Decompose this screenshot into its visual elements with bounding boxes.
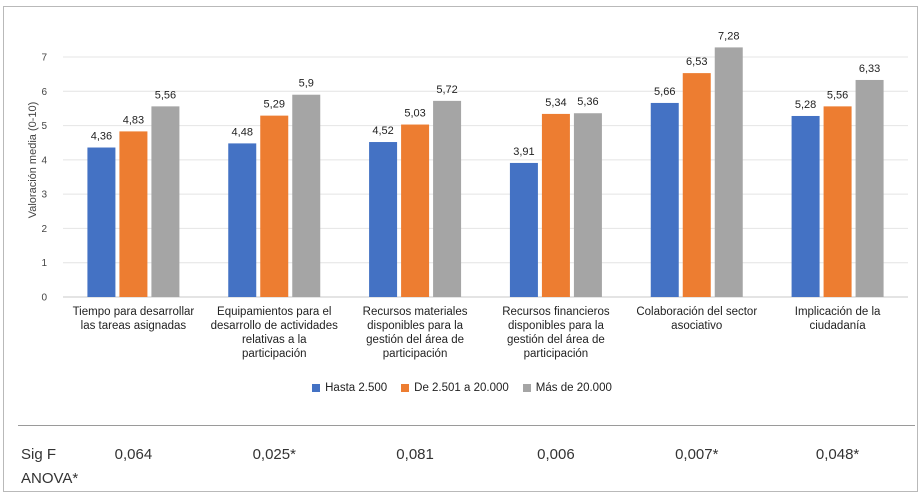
data-label: 5,9	[299, 78, 314, 90]
category-label-line: disponibles para la	[367, 320, 464, 332]
data-label: 5,56	[827, 89, 848, 101]
data-label: 4,83	[123, 114, 144, 126]
divider	[18, 425, 915, 426]
legend-item: Más de 20.000	[522, 382, 612, 394]
anova-value: 0,007*	[675, 446, 719, 463]
category-label: Recursos materiales disponibles para la ge…	[342, 305, 488, 361]
data-label: 5,28	[795, 99, 816, 111]
bar	[228, 143, 257, 297]
legend-swatch	[312, 384, 321, 392]
category-label: Colaboración del sector asociativo	[624, 305, 770, 333]
category-label: Tiempo para desarrollar las tareas asigna…	[60, 305, 206, 333]
bar	[433, 100, 462, 297]
category-label-line: asociativo	[671, 320, 723, 332]
bar	[541, 113, 570, 298]
legend-label: Hasta 2.500	[325, 382, 388, 394]
category-label-line: participación	[382, 348, 448, 360]
y-tick-label: 5	[41, 121, 47, 132]
bar	[573, 113, 602, 297]
category-label-line: Equipamientos para el	[217, 306, 332, 318]
data-label: 5,72	[436, 84, 457, 96]
category-label-line: ciudadanía	[809, 320, 866, 332]
data-label: 4,52	[372, 125, 393, 137]
anova-value: 0,081	[396, 446, 434, 463]
data-label: 6,53	[686, 56, 707, 68]
category-label-line: disponibles para la	[507, 320, 604, 332]
bar	[509, 162, 538, 297]
legend-label: Más de 20.000	[535, 382, 612, 394]
legend-item: De 2.501 a 20.000	[401, 382, 509, 394]
category-label-line: relativas a la	[241, 334, 307, 346]
data-label: 5,34	[545, 97, 566, 109]
bar	[714, 47, 743, 298]
bar	[151, 106, 180, 297]
bar	[823, 106, 852, 297]
bar	[855, 79, 884, 297]
legend-swatch	[522, 384, 531, 392]
data-label: 5,56	[155, 89, 176, 101]
category-label-line: participación	[241, 348, 307, 360]
anova-value: 0,064	[114, 446, 153, 463]
bar	[401, 124, 430, 298]
bar	[119, 131, 148, 297]
data-label: 5,29	[264, 99, 285, 111]
data-label: 5,66	[654, 86, 675, 98]
y-tick-label: 2	[41, 224, 47, 235]
y-tick-label: 3	[41, 190, 47, 201]
bar-chart: 0 1 2 3 4 5 6 7 4,36 4,83 5,56 4,48 5,29 5,9 4,52 5,03 5…	[27, 30, 908, 304]
y-axis-title: Valoración media (0-10)	[27, 102, 39, 219]
y-tick-label: 4	[41, 155, 47, 166]
category-label-line: Recursos financieros	[502, 306, 610, 318]
data-label: 4,48	[232, 126, 253, 138]
category-label-line: desarrollo de actividades	[210, 320, 338, 332]
anova-label-anova: ANOVA*	[21, 470, 79, 487]
anova-value: 0,048*	[815, 446, 860, 463]
category-label-line: Tiempo para desarrollar	[72, 306, 195, 318]
anova-label-sig-f: Sig F	[21, 446, 57, 463]
category-label-line: las tareas asignadas	[80, 320, 187, 332]
data-label: 5,36	[577, 96, 598, 108]
data-label: 6,33	[859, 63, 880, 75]
bar	[292, 94, 321, 297]
data-label: 3,91	[513, 146, 534, 158]
y-tick-label: 7	[41, 53, 47, 64]
bar	[369, 142, 398, 297]
data-label: 7,28	[718, 30, 739, 42]
category-label-line: Implicación de la	[794, 306, 881, 318]
category-label-line: gestión del área de	[366, 334, 464, 346]
bar	[260, 115, 289, 297]
legend-swatch	[401, 384, 410, 392]
category-label: Implicación de la ciudadanía	[765, 305, 911, 333]
data-label: 4,36	[91, 131, 112, 143]
category-label-line: Recursos materiales	[362, 306, 468, 318]
anova-value: 0,025*	[252, 446, 296, 463]
legend-label: De 2.501 a 20.000	[414, 382, 509, 394]
category-label: Equipamientos para el desarrollo de activ…	[201, 305, 347, 361]
y-tick-label: 6	[41, 87, 47, 98]
y-tick-label: 1	[41, 258, 47, 269]
category-label-line: gestión del área de	[506, 334, 605, 346]
bar	[650, 102, 679, 297]
legend: Hasta 2.500 De 2.501 a 20.000 Más de 20.00…	[0, 382, 924, 394]
legend-item: Hasta 2.500	[312, 382, 387, 394]
bar	[87, 147, 116, 297]
data-label: 5,03	[404, 108, 425, 120]
bar	[791, 115, 820, 297]
bar	[682, 73, 711, 297]
category-label-line: participación	[523, 348, 589, 360]
category-label: Recursos financieros disponibles para la g…	[483, 305, 629, 361]
category-label-line: Colaboración del sector	[636, 306, 758, 318]
y-tick-label: 0	[41, 293, 47, 304]
anova-value: 0,006	[537, 446, 575, 463]
